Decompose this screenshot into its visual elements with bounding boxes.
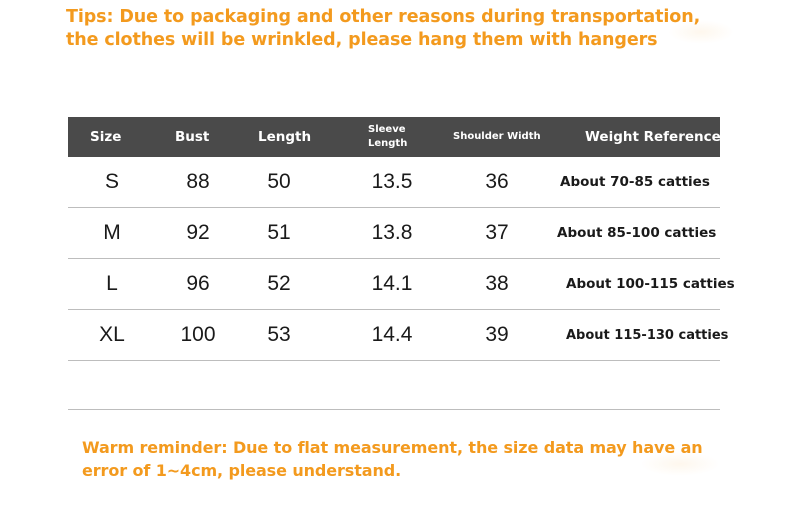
cell-length: 51 [267, 221, 291, 244]
warm-reminder: Warm reminder: Due to flat measurement, … [82, 436, 722, 482]
cell-weight: About 70-85 catties [560, 174, 710, 190]
table-row: L 96 52 14.1 38 About 100-115 catties [68, 259, 735, 310]
cell-shoulder: 37 [485, 221, 509, 244]
header-size: Size [90, 129, 122, 145]
cell-bust: 96 [186, 272, 210, 295]
cell-length: 50 [267, 170, 291, 193]
warm-line-1: Warm reminder: Due to flat measurement, … [82, 438, 703, 457]
cell-bust: 100 [180, 323, 216, 346]
cell-sleeve: 14.4 [371, 323, 413, 346]
header-shoulder-width: Shoulder Width [453, 131, 541, 142]
cell-sleeve: 14.1 [371, 272, 413, 295]
cell-length: 53 [267, 323, 291, 346]
decorative-glow [640, 452, 720, 476]
table-row: S 88 50 13.5 36 About 70-85 catties [68, 157, 720, 208]
cell-sleeve: 13.8 [371, 221, 413, 244]
cell-size: S [104, 170, 119, 193]
header-sleeve-line-2: Length [368, 138, 408, 149]
tips-notice: Tips: Due to packaging and other reasons… [66, 6, 756, 52]
header-weight-reference: Weight Reference [585, 129, 721, 145]
decorative-glow [668, 20, 734, 44]
table-row: M 92 51 13.8 37 About 85-100 catties [68, 208, 720, 259]
cell-shoulder: 36 [485, 170, 509, 193]
header-sleeve-line-1: Sleeve [368, 124, 406, 135]
size-chart-table: Size Bust Length Sleeve Length Shoulder … [68, 117, 735, 361]
table-row: XL 100 53 14.4 39 About 115-130 catties [68, 310, 728, 361]
header-sleeve-length: Sleeve Length [368, 117, 407, 157]
cell-sleeve: 13.5 [371, 170, 413, 193]
cell-length: 52 [267, 272, 291, 295]
tips-line-1: Tips: Due to packaging and other reasons… [66, 7, 701, 27]
header-length: Length [258, 129, 312, 145]
cell-size: L [106, 272, 118, 295]
cell-size: XL [99, 323, 125, 346]
cell-shoulder: 38 [485, 272, 509, 295]
tips-line-2: the clothes will be wrinkled, please han… [66, 30, 658, 50]
cell-bust: 92 [186, 221, 210, 244]
cell-weight: About 115-130 catties [566, 327, 729, 343]
cell-weight: About 100-115 catties [566, 276, 735, 292]
section-divider [68, 409, 720, 410]
cell-shoulder: 39 [485, 323, 509, 346]
warm-line-2: error of 1~4cm, please understand. [82, 461, 402, 480]
cell-size: M [103, 221, 121, 244]
cell-weight: About 85-100 catties [557, 225, 717, 241]
table-header: Size Bust Length Sleeve Length Shoulder … [68, 117, 721, 157]
cell-bust: 88 [186, 170, 210, 193]
header-bust: Bust [175, 129, 210, 145]
